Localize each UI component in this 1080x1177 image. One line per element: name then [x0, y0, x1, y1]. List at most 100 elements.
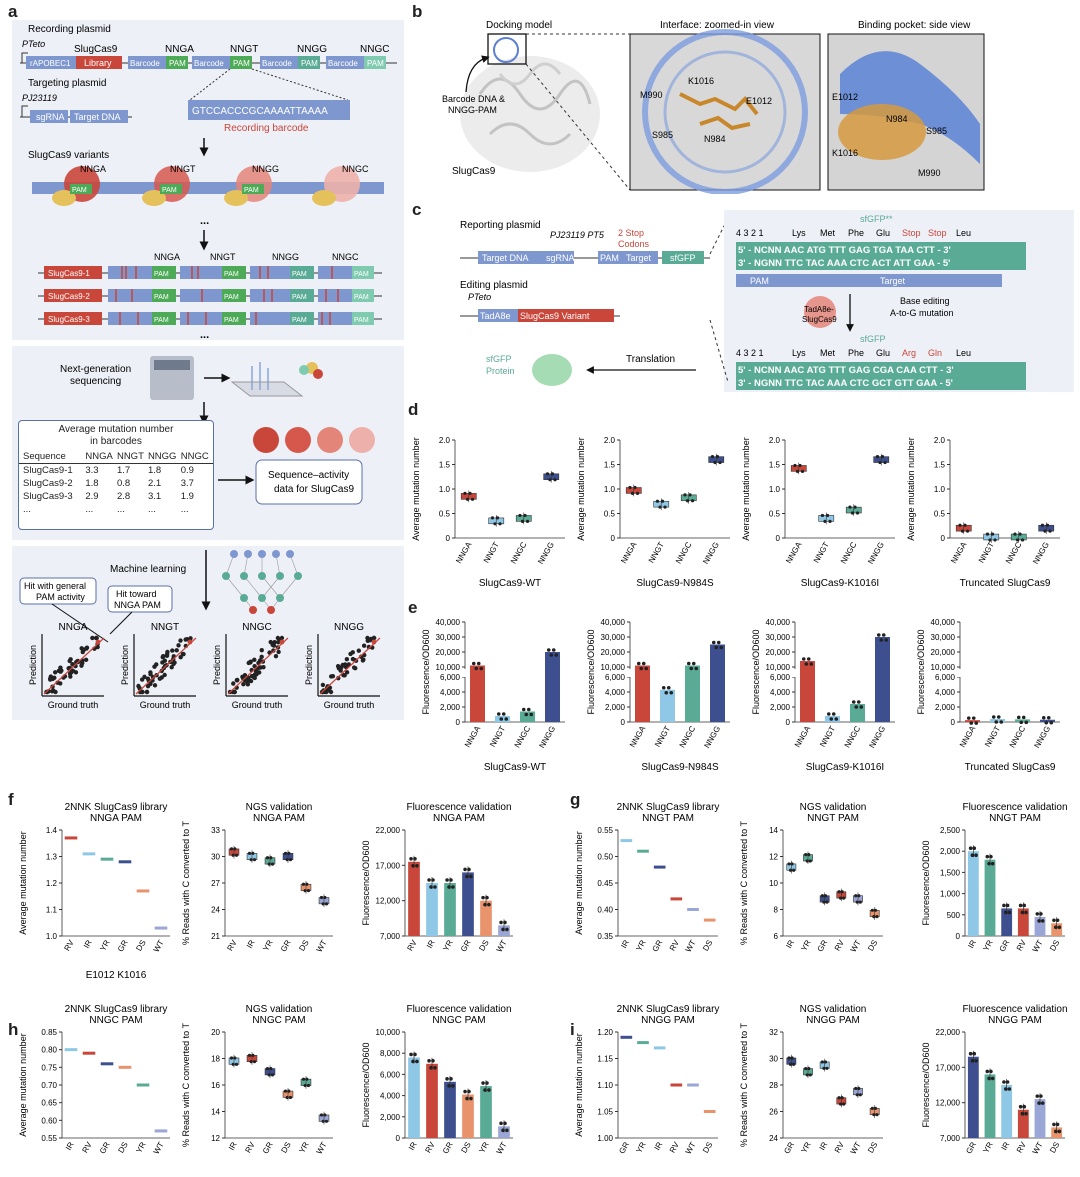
y-tick-label: 0.50	[597, 853, 613, 862]
y-tick-label: 0	[446, 534, 451, 543]
data-point	[804, 662, 809, 666]
data-point	[470, 497, 475, 501]
x-tick-label: GR	[998, 938, 1012, 953]
data-point	[805, 859, 809, 863]
scatter-point	[261, 664, 266, 670]
scatter-point	[259, 654, 264, 660]
bar	[480, 900, 492, 936]
y-tick-label: 20	[211, 1028, 220, 1037]
bar	[710, 644, 725, 722]
data-point	[685, 499, 690, 503]
data-point	[267, 862, 271, 866]
svg-text:PAM: PAM	[354, 317, 369, 324]
scatter-ylabel: Prediction	[212, 645, 222, 685]
pam-text-3: PAM	[301, 59, 318, 68]
bar	[520, 711, 535, 722]
x-tick-label: DS	[866, 1141, 879, 1155]
data-point	[499, 1121, 503, 1126]
data-point	[694, 666, 699, 671]
data-point	[719, 645, 724, 650]
y-tick-label: 6,000	[440, 673, 461, 682]
reporting-plasmid-label: Reporting plasmid	[460, 220, 541, 231]
seq-top-1: 5' - NCNN AAC ATG TTT GAG TGA TAA CTT - …	[738, 245, 951, 256]
docking-caption-2: NNGG-PAM	[448, 105, 497, 115]
x-tick-label: GR	[261, 1140, 275, 1155]
scatter-point	[271, 643, 277, 648]
x-tick-label: NNGG	[867, 725, 887, 750]
chart-xlabel: E1012 K1016	[86, 970, 147, 981]
x-tick-label: YR	[799, 938, 812, 952]
panel-c-reporter: Reporting plasmid PJ23119 PT5 2 Stop Cod…	[460, 210, 1074, 392]
data-point	[319, 1113, 324, 1117]
data-point	[1002, 903, 1006, 908]
data-point	[660, 499, 665, 503]
bar	[1015, 719, 1030, 722]
x-tick-label: NNGG	[701, 541, 721, 566]
neural-net-icon	[222, 550, 302, 614]
x-tick-label: GR	[782, 1140, 796, 1155]
y-tick-label: 6,000	[605, 673, 626, 682]
x-tick-label: NNGA	[454, 540, 474, 565]
scatter-point	[259, 647, 264, 653]
side-s985: S985	[926, 126, 947, 136]
dash-mark	[64, 1048, 78, 1052]
data-point	[270, 862, 275, 866]
bar	[875, 637, 890, 722]
chart-ylabel: % Reads with C converted to T	[181, 1023, 191, 1147]
chart-title: SlugCas9-N984S	[641, 762, 719, 773]
data-point	[990, 861, 995, 866]
y-tick-label: 22,000	[936, 1028, 961, 1037]
y-tick-label: 0	[786, 718, 791, 727]
x-tick-label: YR	[98, 938, 111, 952]
y-tick-label: 0.5	[934, 510, 946, 519]
data-point	[505, 1128, 509, 1133]
x-tick-label: RV	[1015, 938, 1029, 953]
side-k1016: K1016	[832, 148, 858, 158]
c-target-dna: Target DNA	[482, 253, 529, 263]
y-tick-label: 0.35	[597, 932, 613, 941]
chart-ylabel: Fluorescence/OD600	[921, 1042, 931, 1127]
data-point	[828, 519, 832, 523]
scatter-point	[340, 662, 345, 668]
x-tick-label: GR	[98, 1140, 112, 1155]
x-tick-label: DS	[116, 1141, 129, 1155]
y-tick-label: 27	[211, 879, 220, 888]
data-point	[1040, 523, 1045, 527]
targeting-promoter-label: PJ23119	[22, 93, 57, 103]
data-point	[431, 1059, 435, 1063]
pam-text-4: PAM	[367, 59, 384, 68]
data-point	[306, 888, 311, 893]
x-tick-label: RV	[668, 1140, 682, 1155]
scatter-point	[350, 656, 356, 662]
x-tick-label: GR	[964, 1140, 978, 1155]
data-point	[683, 493, 687, 497]
ngs-label-1: Next-generation	[60, 364, 131, 375]
x-tick-label: NNGG	[1032, 725, 1052, 750]
data-point	[465, 497, 470, 501]
data-point	[524, 712, 529, 717]
data-point	[840, 890, 844, 894]
scatter-point	[145, 683, 151, 689]
y-tick-label: 4,000	[605, 688, 626, 697]
data-point	[553, 478, 557, 482]
y-tick-label: 1.20	[597, 1028, 613, 1037]
data-point	[1052, 918, 1056, 923]
data-point	[523, 513, 527, 518]
ngs-label-2: sequencing	[70, 376, 121, 387]
data-point	[287, 1089, 291, 1093]
x-tick-label: NNGA	[628, 724, 648, 749]
data-point	[471, 661, 476, 666]
chart-e1: SlugCas9-WT Fluorescence/OD600 NNGA NNGT NNG…	[421, 618, 565, 773]
chart-title: NNGG PAM	[988, 1015, 1042, 1026]
data-point	[825, 513, 830, 518]
side-e1012: E1012	[832, 92, 858, 102]
y-tick-label: 0	[456, 718, 461, 727]
scatter-point	[344, 657, 350, 662]
editor-bubble-1: TadA8e-	[804, 305, 834, 314]
data-point	[878, 460, 882, 465]
data-point	[469, 874, 473, 879]
panel-a-ngs: Next-generation sequencing	[60, 356, 323, 425]
scatter-point	[252, 675, 257, 681]
svg-text:PAM: PAM	[354, 271, 369, 278]
